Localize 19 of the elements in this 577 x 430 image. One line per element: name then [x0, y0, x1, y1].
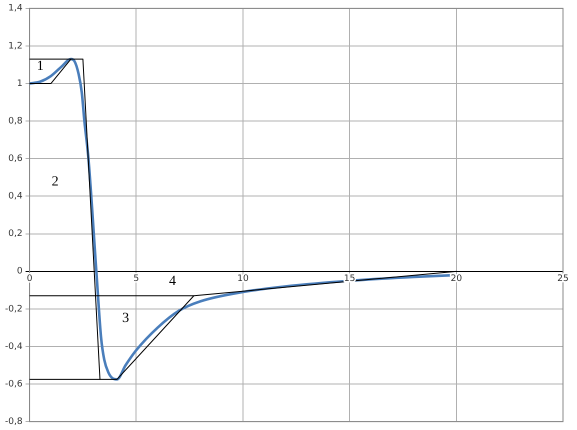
x-tick-label: 5	[133, 274, 140, 284]
y-tick-label: 0,8	[8, 116, 23, 126]
y-tick-label: 1	[16, 78, 23, 89]
y-tick-label: 1,2	[8, 41, 23, 52]
y-tick-label: 0,6	[8, 154, 23, 164]
x-tick-label: 10	[237, 274, 249, 284]
y-tick-label: 0,2	[8, 229, 23, 240]
y-tick-label: 1,4	[8, 4, 23, 14]
x-tick-label: 20	[450, 274, 462, 284]
annotation: 4	[169, 274, 176, 289]
y-tick-label: 0	[16, 266, 23, 277]
y-tick-label: 0,4	[8, 192, 23, 202]
y-tick-label: -0,2	[5, 304, 23, 314]
y-tick-label: -0,6	[5, 379, 23, 390]
annotation: 3	[122, 310, 130, 326]
annotation: 1	[36, 58, 44, 74]
y-tick-label: -0,4	[5, 342, 23, 352]
annotation: 2	[52, 174, 59, 190]
y-tick-label: -0,8	[5, 416, 23, 427]
